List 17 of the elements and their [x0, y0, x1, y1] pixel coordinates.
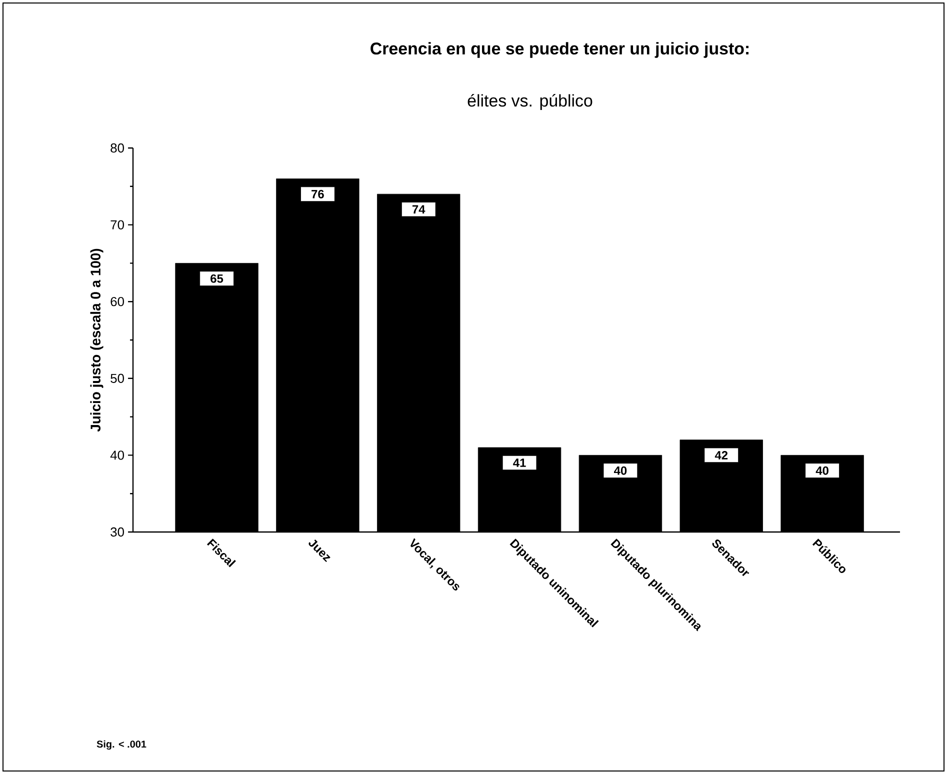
data-label: 76: [312, 190, 324, 198]
y-tick-label: 70: [110, 220, 124, 230]
data-label: 42: [714, 451, 728, 460]
y-axis-title: Juicio justo (escala 0 a 100): [90, 248, 104, 432]
y-tick-label: 30: [110, 527, 124, 537]
text: Sig. < .001: [96, 740, 146, 750]
data-label: 74: [412, 205, 426, 214]
chart-subtitle: élites vs. público: [468, 94, 592, 110]
y-tick-label: 50: [110, 374, 124, 383]
y-tick-label: 80: [110, 143, 124, 153]
y-tick-label: 60: [110, 297, 124, 306]
data-label: 65: [210, 274, 224, 283]
data-label: 40: [614, 466, 627, 475]
data-label: 41: [513, 458, 526, 467]
data-label: 40: [816, 466, 828, 475]
chart-title: Creencia en que se puede tener un juicio justo:: [370, 42, 748, 58]
y-tick-label: 40: [110, 450, 124, 460]
